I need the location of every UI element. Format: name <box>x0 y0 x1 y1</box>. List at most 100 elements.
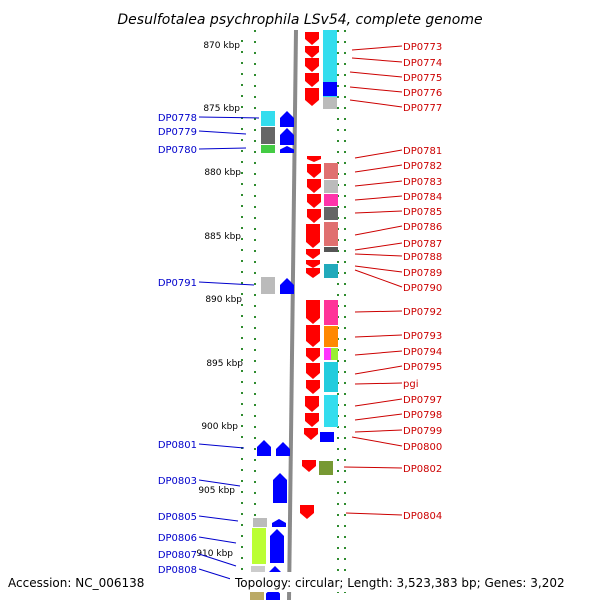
right-gene-label[interactable]: DP0790 <box>403 283 442 294</box>
right-leader-line <box>343 466 403 469</box>
reverse-gene-arrow[interactable] <box>306 300 320 324</box>
left-leader-line <box>198 553 237 567</box>
right-gene-label[interactable]: DP0783 <box>403 177 442 188</box>
gene-cog-block[interactable] <box>323 97 337 109</box>
right-gene-label[interactable]: DP0775 <box>403 73 442 84</box>
right-gene-label[interactable]: DP0789 <box>403 268 442 279</box>
left-gene-label[interactable]: DP0791 <box>158 278 197 289</box>
reverse-gene-arrow[interactable] <box>305 396 319 412</box>
right-gene-label[interactable]: DP0776 <box>403 88 442 99</box>
reverse-strand-genes <box>319 30 338 475</box>
right-leader-line <box>354 310 403 313</box>
reverse-gene-arrow[interactable] <box>306 325 320 347</box>
reverse-gene-arrow[interactable] <box>307 156 321 162</box>
reverse-gene-arrow[interactable] <box>305 88 319 106</box>
gene-cog-block[interactable] <box>324 194 338 206</box>
reverse-gene-arrow[interactable] <box>307 194 321 208</box>
right-gene-label[interactable]: DP0797 <box>403 395 442 406</box>
gene-cog-block[interactable] <box>324 222 338 246</box>
right-gene-label[interactable]: DP0788 <box>403 252 442 263</box>
left-gene-label[interactable]: DP0808 <box>158 565 197 576</box>
right-gene-label[interactable]: DP0792 <box>403 307 442 318</box>
right-gene-label[interactable]: DP0784 <box>403 192 442 203</box>
right-gene-label[interactable]: DP0773 <box>403 42 442 53</box>
right-gene-label[interactable]: DP0802 <box>403 464 442 475</box>
reverse-gene-arrow[interactable] <box>307 209 321 223</box>
gene-cog-block[interactable] <box>324 326 338 347</box>
forward-gene-arrow[interactable] <box>276 442 290 456</box>
reverse-gene-arrow[interactable] <box>306 348 320 362</box>
left-gene-label[interactable]: DP0801 <box>158 440 197 451</box>
gene-cog-block[interactable] <box>261 145 275 153</box>
reverse-gene-arrow[interactable] <box>305 413 319 427</box>
gene-cog-block[interactable] <box>261 127 275 144</box>
left-gene-label[interactable]: DP0806 <box>158 533 197 544</box>
reverse-gene-arrow[interactable] <box>306 249 320 259</box>
gene-cog-block[interactable] <box>324 348 331 360</box>
forward-gene-arrow[interactable] <box>257 440 271 456</box>
left-gene-label[interactable]: DP0805 <box>158 512 197 523</box>
reverse-gene-arrow[interactable] <box>305 58 319 72</box>
reverse-gene-arrow[interactable] <box>305 32 319 45</box>
gene-cog-block[interactable] <box>261 277 275 294</box>
right-gene-label[interactable]: DP0795 <box>403 362 442 373</box>
gene-cog-block[interactable] <box>323 30 337 98</box>
left-gene-label[interactable]: DP0807 <box>158 550 197 561</box>
gene-cog-block[interactable] <box>324 264 338 278</box>
right-gene-label[interactable]: DP0800 <box>403 442 442 453</box>
right-gene-label[interactable]: DP0793 <box>403 331 442 342</box>
right-gene-label[interactable]: DP0777 <box>403 103 442 114</box>
right-gene-label[interactable]: pgi <box>403 379 418 390</box>
forward-gene-arrow[interactable] <box>270 529 284 563</box>
gene-cog-block[interactable] <box>324 362 338 392</box>
reverse-gene-arrow[interactable] <box>307 164 321 178</box>
forward-gene-arrow[interactable] <box>280 278 294 294</box>
gene-cog-block[interactable] <box>324 163 338 179</box>
reverse-gene-arrow[interactable] <box>305 73 319 87</box>
left-gene-label[interactable]: DP0780 <box>158 145 197 156</box>
right-gene-label[interactable]: DP0782 <box>403 161 442 172</box>
right-gene-label[interactable]: DP0798 <box>403 410 442 421</box>
reverse-gene-arrow[interactable] <box>305 46 319 58</box>
right-gene-label[interactable]: DP0787 <box>403 239 442 250</box>
reverse-gene-arrow[interactable] <box>306 363 320 379</box>
gene-cog-block[interactable] <box>331 348 338 360</box>
gene-cog-block[interactable] <box>261 111 275 126</box>
reverse-gene-arrow[interactable] <box>306 260 320 268</box>
gene-cog-block[interactable] <box>324 247 338 252</box>
reverse-gene-arrow[interactable] <box>304 428 318 440</box>
gene-cog-block[interactable] <box>324 395 338 427</box>
right-gene-label[interactable]: DP0804 <box>403 511 442 522</box>
right-gene-label[interactable]: DP0785 <box>403 207 442 218</box>
forward-gene-arrow[interactable] <box>272 519 286 527</box>
gene-cog-block[interactable] <box>319 461 333 475</box>
forward-gene-arrow[interactable] <box>280 146 294 153</box>
gene-cog-block[interactable] <box>252 528 266 564</box>
tick-label: 890 kbp <box>205 295 242 305</box>
reverse-gene-arrow[interactable] <box>302 460 316 472</box>
reverse-gene-arrow[interactable] <box>300 505 314 519</box>
forward-gene-arrow[interactable] <box>280 128 294 145</box>
right-gene-label[interactable]: DP0799 <box>403 426 442 437</box>
reverse-gene-arrow[interactable] <box>306 224 320 248</box>
left-gene-label[interactable]: DP0779 <box>158 127 197 138</box>
left-gene-label[interactable]: DP0778 <box>158 113 197 124</box>
forward-gene-arrow[interactable] <box>273 473 287 503</box>
reverse-gene-arrow[interactable] <box>306 380 320 394</box>
gene-cog-block[interactable] <box>324 300 338 325</box>
right-gene-label[interactable]: DP0774 <box>403 58 442 69</box>
gene-cog-block[interactable] <box>324 180 338 193</box>
right-gene-label[interactable]: DP0786 <box>403 222 442 233</box>
right-leader-line <box>349 71 403 78</box>
gene-cog-block[interactable] <box>323 82 337 96</box>
reverse-gene-arrow[interactable] <box>306 268 320 278</box>
forward-gene-arrow[interactable] <box>280 111 294 127</box>
right-leader-line <box>354 149 403 159</box>
right-gene-label[interactable]: DP0794 <box>403 347 442 358</box>
right-gene-label[interactable]: DP0781 <box>403 146 442 157</box>
left-gene-label[interactable]: DP0803 <box>158 476 197 487</box>
gene-cog-block[interactable] <box>320 432 334 442</box>
reverse-gene-arrow[interactable] <box>307 179 321 193</box>
gene-cog-block[interactable] <box>324 207 338 220</box>
gene-cog-block[interactable] <box>253 518 267 527</box>
